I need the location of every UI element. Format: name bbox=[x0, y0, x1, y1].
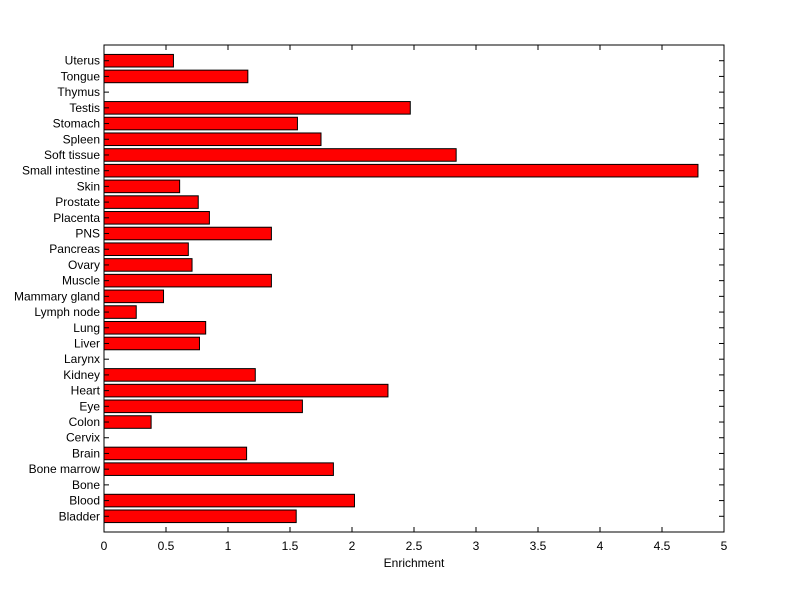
y-tick-label: Ovary bbox=[68, 258, 100, 272]
y-tick-label: Spleen bbox=[63, 132, 100, 146]
y-tick-label: Colon bbox=[69, 415, 100, 429]
bar-small-intestine bbox=[103, 163, 699, 178]
bar-soft-tissue bbox=[103, 148, 457, 162]
bar-brain bbox=[103, 446, 248, 461]
bar-tongue bbox=[103, 69, 249, 84]
bar-blood bbox=[103, 493, 355, 508]
y-tick-label: Larynx bbox=[64, 352, 100, 366]
y-tick-label: Blood bbox=[69, 494, 100, 508]
bar-placenta bbox=[103, 211, 210, 225]
bar-kidney bbox=[103, 368, 256, 382]
y-tick-label: Cervix bbox=[66, 431, 100, 445]
y-tick-label: Bone bbox=[72, 478, 100, 492]
x-tick-label: 2 bbox=[349, 539, 356, 553]
y-tick-label: PNS bbox=[75, 227, 100, 241]
x-tick-label: 5 bbox=[721, 539, 728, 553]
bar-prostate bbox=[103, 195, 199, 209]
bar-stomach bbox=[103, 116, 298, 131]
bar-skin bbox=[103, 179, 181, 194]
y-tick-label: Lung bbox=[73, 321, 100, 335]
y-tick-label: Soft tissue bbox=[44, 148, 100, 162]
y-tick-label: Pancreas bbox=[49, 242, 100, 256]
y-tick-label: Mammary gland bbox=[14, 289, 100, 303]
y-tick-label: Muscle bbox=[62, 274, 100, 288]
bar-spleen bbox=[103, 132, 322, 147]
y-tick-label: Brain bbox=[72, 446, 100, 460]
y-tick-label: Heart bbox=[71, 384, 101, 398]
x-tick-label: 0.5 bbox=[158, 539, 175, 553]
y-tick-label: Testis bbox=[69, 101, 100, 115]
x-tick-label: 1.5 bbox=[282, 539, 299, 553]
bar-pns bbox=[103, 226, 272, 241]
x-tick-label: 4 bbox=[597, 539, 604, 553]
ticks-group bbox=[103, 45, 725, 532]
y-tick-label: Kidney bbox=[63, 368, 100, 382]
x-tick-label: 0 bbox=[101, 539, 108, 553]
bar-bladder bbox=[103, 509, 297, 524]
y-tick-label: Lymph node bbox=[34, 305, 100, 319]
y-tick-label: Thymus bbox=[57, 85, 100, 99]
y-tick-label: Skin bbox=[77, 179, 100, 193]
y-tick-label: Placenta bbox=[53, 211, 100, 225]
y-tick-label: Stomach bbox=[53, 117, 100, 131]
y-tick-label: Tongue bbox=[61, 69, 101, 83]
y-tick-label: Prostate bbox=[55, 195, 100, 209]
y-tick-label: Small intestine bbox=[22, 164, 100, 178]
bar-liver bbox=[103, 336, 200, 351]
y-tick-label: Uterus bbox=[65, 54, 100, 68]
x-tick-label: 2.5 bbox=[406, 539, 423, 553]
y-tick-label: Eye bbox=[79, 399, 100, 413]
plot-frame bbox=[103, 44, 725, 533]
x-tick-label: 3 bbox=[473, 539, 480, 553]
x-tick-label: 1 bbox=[225, 539, 232, 553]
bar-colon bbox=[103, 415, 152, 429]
bar-uterus bbox=[103, 53, 174, 68]
y-tick-label: Bone marrow bbox=[29, 462, 101, 476]
bar-lung bbox=[103, 320, 207, 335]
bar-mammary-gland bbox=[103, 289, 165, 304]
bar-muscle bbox=[103, 273, 272, 288]
x-tick-label: 4.5 bbox=[654, 539, 671, 553]
y-tick-label: Bladder bbox=[59, 509, 100, 523]
bar-eye bbox=[103, 399, 303, 414]
bar-pancreas bbox=[103, 242, 189, 257]
bar-heart bbox=[103, 383, 389, 398]
bar-testis bbox=[103, 101, 411, 115]
bar-ovary bbox=[103, 258, 193, 272]
bar-bone-marrow bbox=[103, 462, 334, 476]
x-axis-label: Enrichment bbox=[384, 556, 445, 570]
y-tick-label: Liver bbox=[74, 336, 100, 350]
x-tick-label: 3.5 bbox=[530, 539, 547, 553]
